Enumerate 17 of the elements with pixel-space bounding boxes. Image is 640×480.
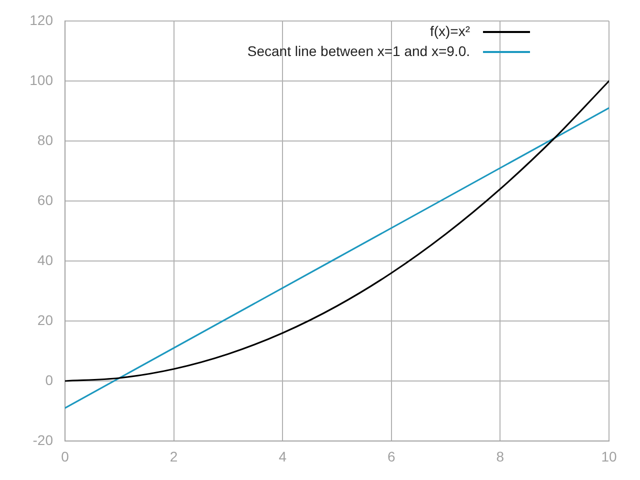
- y-tick-label: 120: [30, 12, 54, 28]
- y-tick-label: 40: [37, 252, 54, 268]
- legend-label: Secant line between x=1 and x=9.0.: [247, 42, 470, 59]
- y-tick-label: -20: [32, 432, 54, 448]
- y-tick-label: 20: [37, 312, 54, 328]
- x-tick-label: 10: [601, 448, 617, 464]
- x-tick-label: 2: [170, 448, 178, 464]
- y-tick-label: 0: [45, 372, 54, 388]
- y-tick-label: 60: [37, 192, 54, 208]
- x-tick-label: 8: [496, 448, 504, 464]
- x-tick-label: 4: [278, 448, 287, 464]
- legend-label: f(x)=x²: [430, 22, 470, 39]
- y-tick-label: 100: [30, 72, 54, 88]
- line-series: [65, 80, 609, 382]
- x-tick-label: 6: [388, 448, 396, 464]
- y-tick-label: 80: [37, 132, 54, 148]
- x-tick-label: 0: [61, 448, 70, 464]
